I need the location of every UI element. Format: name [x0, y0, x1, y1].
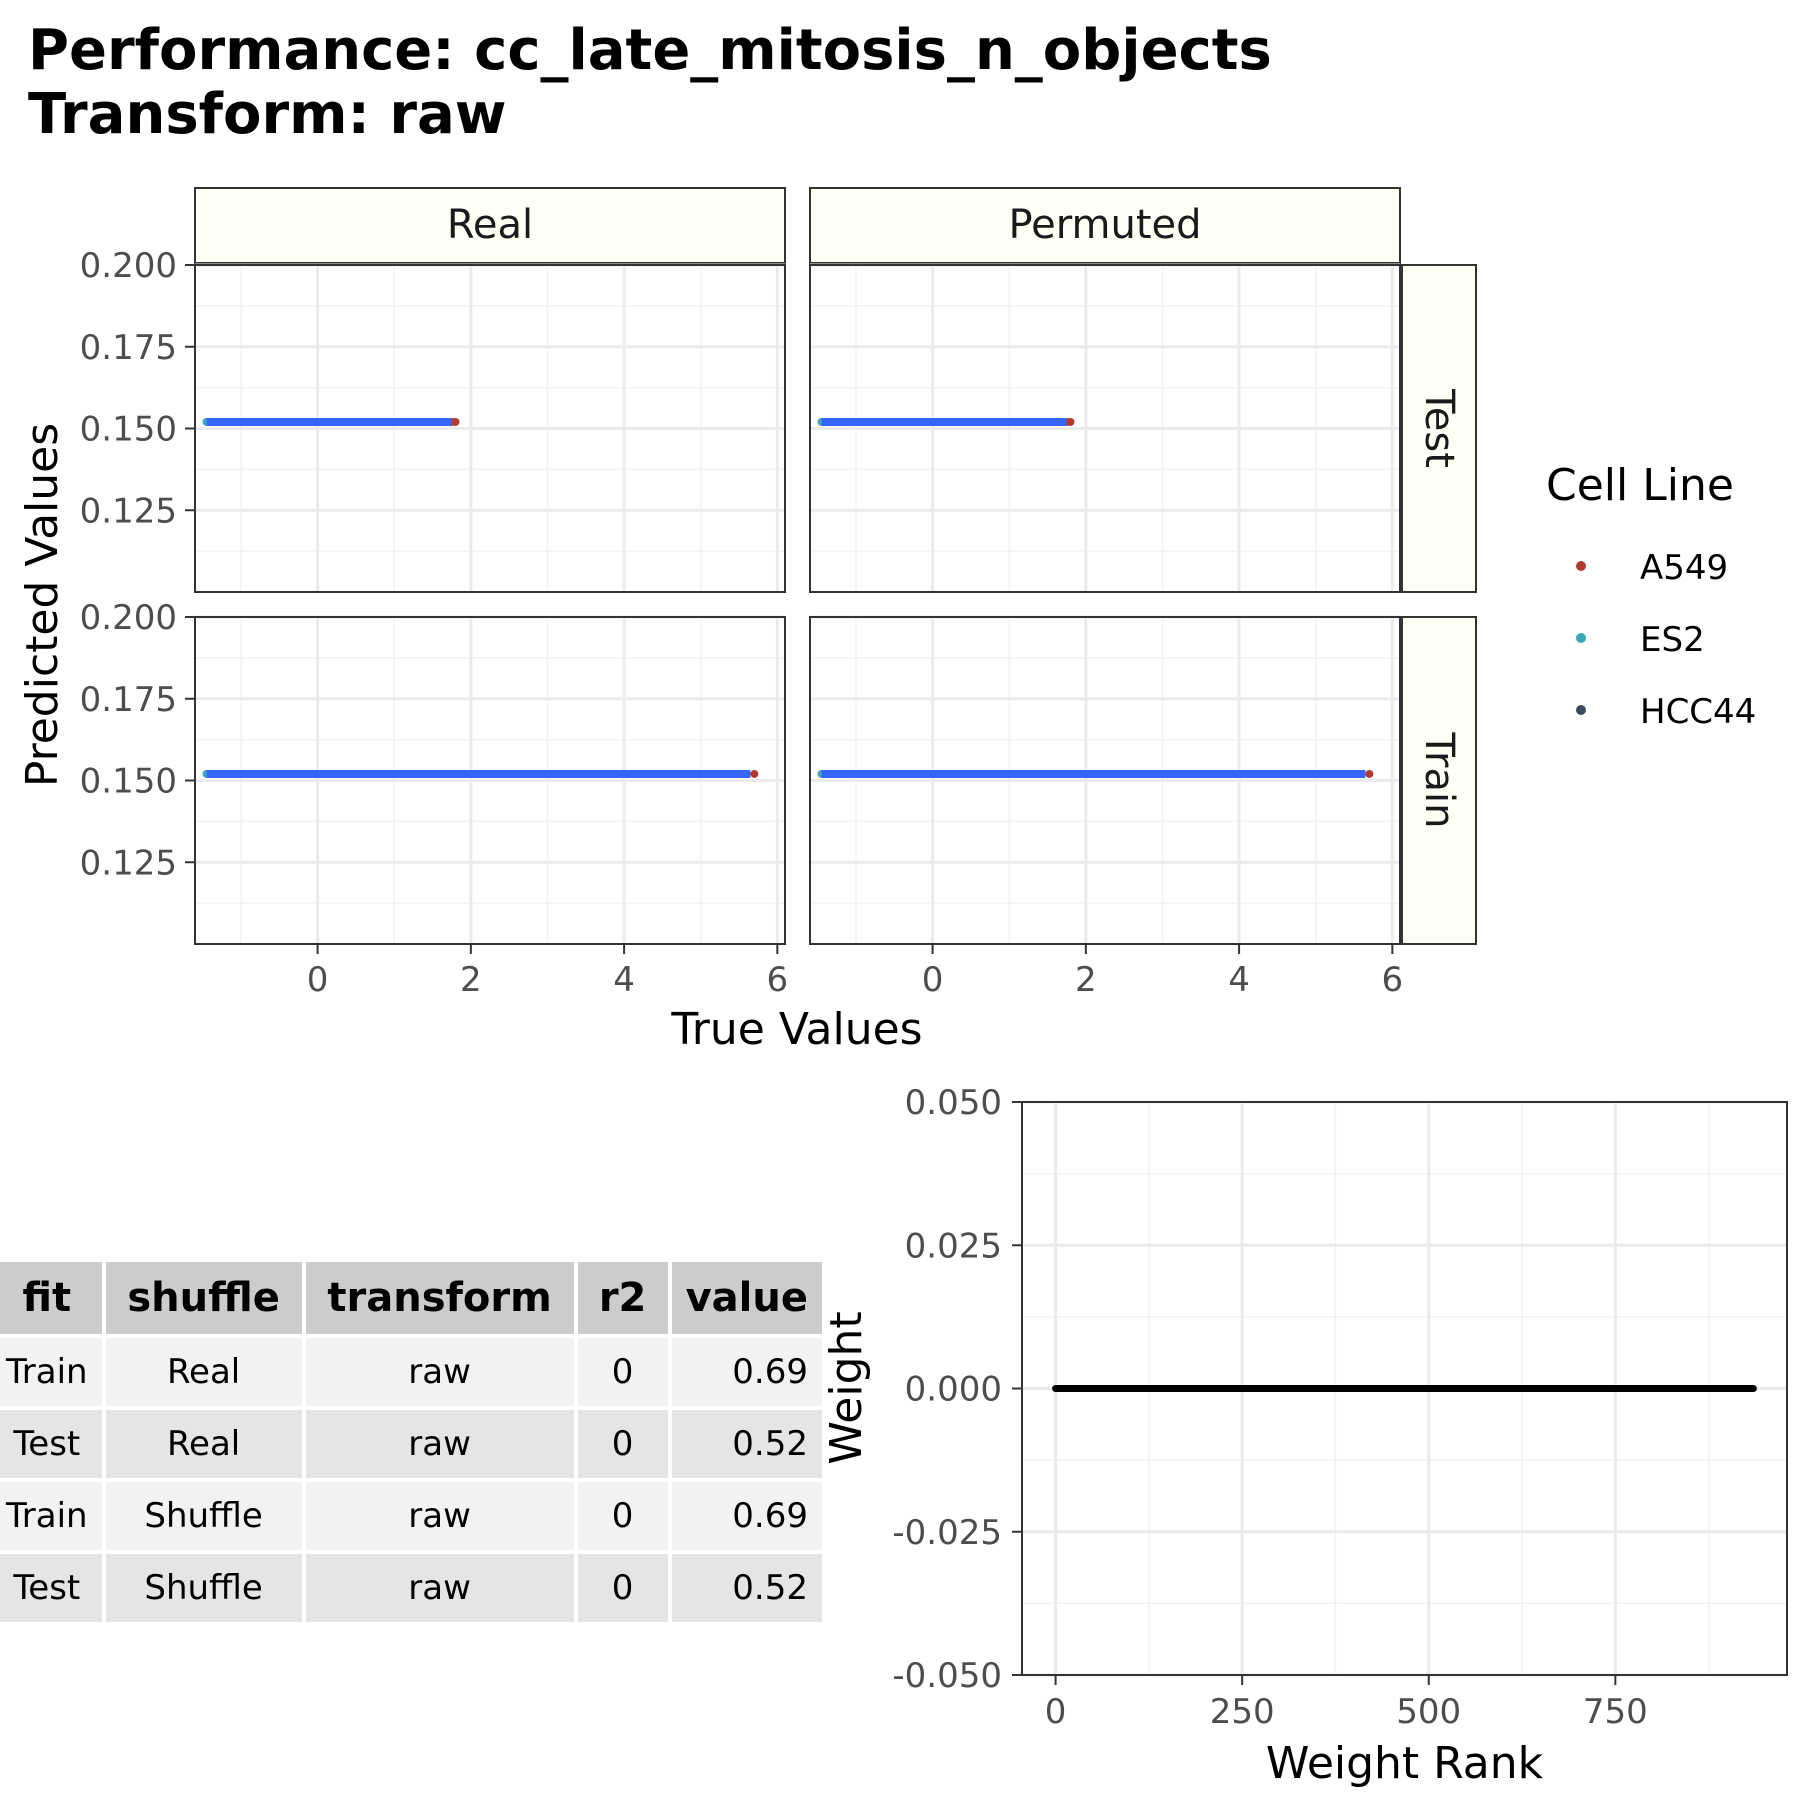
cell-r2: 0 — [577, 1482, 668, 1550]
x-tick-label: 750 — [1583, 1692, 1648, 1732]
legend-label-hcc44: HCC44 — [1640, 692, 1756, 732]
column-header-fit: fit — [0, 1262, 102, 1334]
x-tick-label: 4 — [613, 960, 635, 1000]
x-tick-label: 4 — [1228, 960, 1250, 1000]
plot-title-line-2: Transform: raw — [28, 82, 507, 147]
column-header-shuffle: shuffle — [105, 1262, 302, 1334]
cell-shuffle: Shuffle — [105, 1482, 302, 1550]
cell-fit: Train — [0, 1482, 102, 1550]
y-tick-label: 0.175 — [80, 328, 177, 368]
x-axis-title: True Values — [670, 1004, 922, 1055]
cell-r2: 0 — [577, 1338, 668, 1406]
legend-title: Cell Line — [1546, 460, 1734, 511]
y-tick-label: 0.200 — [80, 598, 177, 638]
table-header-row: fit shuffle transform r2 value — [0, 1262, 822, 1334]
y-tick-label: 0.025 — [905, 1226, 1002, 1266]
facet-label-train: Train — [1416, 732, 1462, 829]
panel-border — [1021, 1101, 1788, 1676]
metrics-table: fit shuffle transform r2 value Train Rea… — [0, 1258, 826, 1626]
data-point — [750, 769, 759, 778]
cell-shuffle: Real — [105, 1338, 302, 1406]
table-row: Test Real raw 0 0.52 — [0, 1410, 822, 1478]
weight-panel — [1021, 1100, 1788, 1677]
x-tick-label: 0 — [307, 960, 329, 1000]
cell-transform: raw — [305, 1410, 574, 1478]
table-row: Train Shuffle raw 0 0.69 — [0, 1482, 822, 1550]
facet-label-real: Real — [447, 202, 533, 248]
cell-r2: 0 — [577, 1410, 668, 1478]
legend-key-a549 — [1576, 561, 1586, 571]
cell-transform: raw — [305, 1338, 574, 1406]
cell-value: 0.52 — [671, 1410, 822, 1478]
panel-test-permuted — [809, 263, 1401, 593]
facet-strip-test — [1401, 264, 1477, 593]
x-tick-label: 2 — [1075, 960, 1097, 1000]
facet-label-test: Test — [1416, 388, 1462, 468]
cell-shuffle: Real — [105, 1410, 302, 1478]
column-header-transform: transform — [305, 1262, 574, 1334]
x-tick-label: 0 — [1045, 1692, 1067, 1732]
y-tick-label: -0.025 — [892, 1513, 1002, 1553]
table-row: Train Real raw 0 0.69 — [0, 1338, 822, 1406]
y-tick-label: 0.150 — [80, 410, 177, 450]
x-axis-title: Weight Rank — [1266, 1738, 1544, 1789]
y-tick-label: 0.150 — [80, 762, 177, 802]
cell-transform: raw — [305, 1482, 574, 1550]
y-tick-label: 0.125 — [80, 843, 177, 883]
panel-train-permuted — [809, 615, 1401, 945]
x-tick-label: 6 — [1382, 960, 1404, 1000]
legend-label-a549: A549 — [1640, 548, 1728, 588]
x-tick-label: 0 — [922, 960, 944, 1000]
cell-value: 0.69 — [671, 1482, 822, 1550]
cell-value: 0.69 — [671, 1338, 822, 1406]
panel-test-real — [194, 263, 786, 593]
y-tick-label: 0.000 — [905, 1370, 1002, 1410]
data-point — [1066, 417, 1075, 426]
cell-fit: Train — [0, 1338, 102, 1406]
y-axis-title: Weight — [821, 1311, 872, 1464]
table-row: Test Shuffle raw 0 0.52 — [0, 1554, 822, 1622]
cell-value: 0.52 — [671, 1554, 822, 1622]
cell-shuffle: Shuffle — [105, 1554, 302, 1622]
x-tick-label: 250 — [1210, 1692, 1275, 1732]
cell-fit: Test — [0, 1554, 102, 1622]
panel-border — [809, 264, 1401, 593]
facet-strip-permuted — [809, 187, 1401, 264]
facet-label-permuted: Permuted — [1008, 202, 1201, 248]
x-tick-label: 6 — [767, 960, 789, 1000]
cell-r2: 0 — [577, 1554, 668, 1622]
legend-key-es2 — [1576, 633, 1586, 643]
x-tick-label: 2 — [460, 960, 482, 1000]
y-tick-label: 0.175 — [80, 680, 177, 720]
x-tick-label: 500 — [1396, 1692, 1461, 1732]
data-point — [451, 417, 460, 426]
y-tick-label: 0.050 — [905, 1083, 1002, 1123]
cell-transform: raw — [305, 1554, 574, 1622]
y-axis-title: Predicted Values — [17, 423, 68, 787]
panel-background — [1022, 1102, 1787, 1675]
y-tick-label: -0.050 — [892, 1656, 1002, 1696]
panel-border — [809, 616, 1401, 945]
legend-label-es2: ES2 — [1640, 620, 1705, 660]
column-header-value: value — [671, 1262, 822, 1334]
legend-key-hcc44 — [1576, 705, 1586, 715]
y-tick-label: 0.200 — [80, 246, 177, 286]
data-point — [1365, 769, 1374, 778]
plot-title-line-1: Performance: cc_late_mitosis_n_objects — [28, 18, 1272, 83]
y-tick-label: 0.125 — [80, 491, 177, 531]
facet-strip-train — [1401, 616, 1477, 945]
column-header-r2: r2 — [577, 1262, 668, 1334]
cell-fit: Test — [0, 1410, 102, 1478]
panel-train-real — [194, 615, 786, 945]
scatter-facet-chart: Real Permuted Test Train 0.125 0.150 0.175 0.20… — [17, 187, 1756, 1055]
facet-strip-real — [194, 187, 786, 264]
